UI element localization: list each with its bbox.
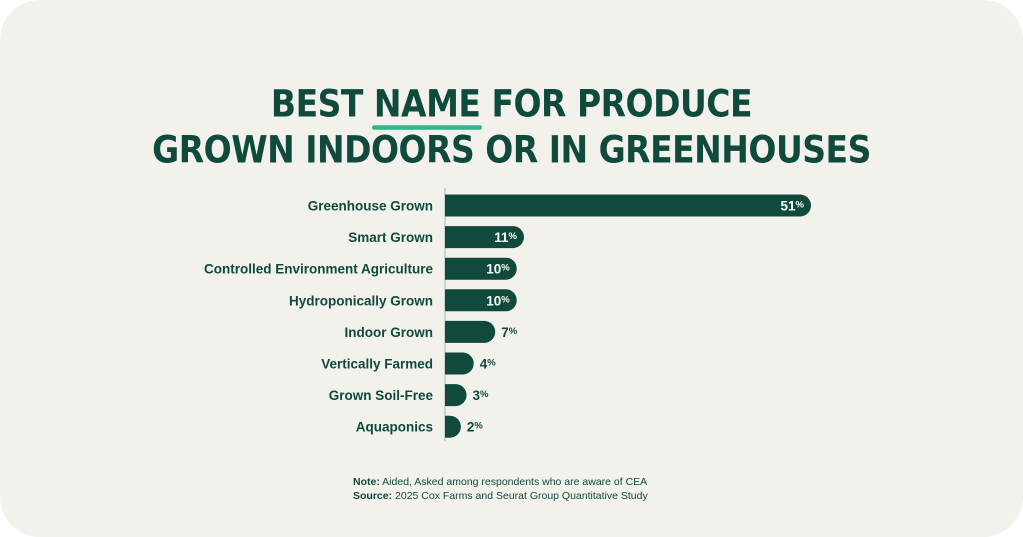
category-label: Greenhouse Grown xyxy=(308,199,433,214)
chart-title-line-1: BEST NAME FOR PRODUCE xyxy=(0,81,1023,130)
bar xyxy=(445,352,474,375)
source-line: Source: 2025 Cox Farms and Seurat Group … xyxy=(353,489,648,503)
bar xyxy=(445,415,461,438)
note-text: Aided, Asked among respondents who are a… xyxy=(379,476,648,488)
value-label: 4% xyxy=(480,357,497,372)
category-label: Hydroponically Grown xyxy=(289,293,433,308)
note-label: Note: xyxy=(353,476,380,488)
value-label: 10% xyxy=(486,262,510,277)
bar xyxy=(445,289,517,312)
bar xyxy=(445,384,467,407)
value-label: 51% xyxy=(781,199,805,214)
bar xyxy=(445,257,517,280)
category-label: Indoor Grown xyxy=(345,325,434,340)
source-label: Source: xyxy=(353,490,393,502)
value-label: 3% xyxy=(473,388,490,403)
value-label: 11% xyxy=(494,230,517,245)
title-words-for-produce: FOR PRODUCE xyxy=(491,81,753,126)
chart-title-line-2: GROWN INDOORS OR IN GREENHOUSES xyxy=(152,127,871,172)
category-label: Aquaponics xyxy=(356,420,433,435)
bar xyxy=(445,194,811,217)
bar xyxy=(445,320,496,343)
title-word-best: BEST xyxy=(270,81,363,126)
category-label: Controlled Environment Agriculture xyxy=(204,262,434,277)
bar xyxy=(445,226,524,249)
note-line: Note: Aided, Asked among respondents who… xyxy=(353,475,648,489)
value-label: 10% xyxy=(486,293,510,308)
title-highlight-name: NAME xyxy=(371,81,482,130)
value-label: 2% xyxy=(467,420,484,435)
value-label: 7% xyxy=(501,325,518,340)
source-text: 2025 Cox Farms and Seurat Group Quantita… xyxy=(392,490,648,502)
category-label: Vertically Farmed xyxy=(321,357,433,372)
chart-notes: Note: Aided, Asked among respondents who… xyxy=(353,475,648,503)
category-label: Smart Grown xyxy=(348,230,433,245)
category-label: Grown Soil-Free xyxy=(329,388,434,403)
